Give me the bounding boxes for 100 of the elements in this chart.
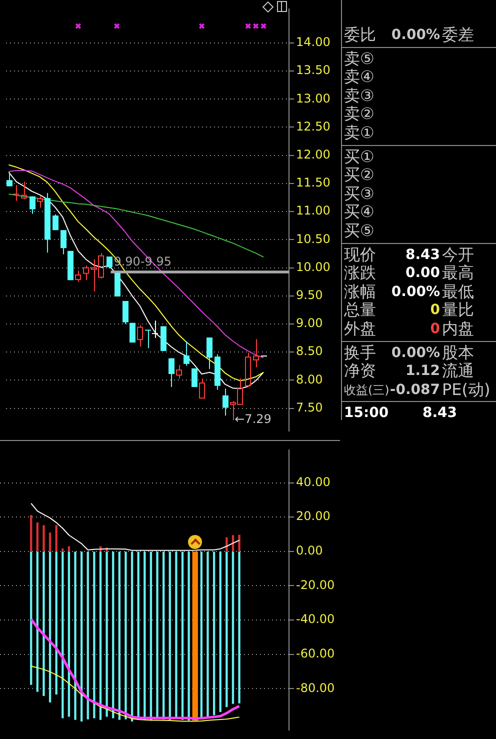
bar (36, 522, 38, 552)
text: 涨跌 (344, 263, 376, 282)
bar (156, 552, 158, 718)
y-tick-label: 9.50 (296, 288, 323, 302)
bar (238, 552, 240, 704)
y-tick-label: 11.50 (296, 176, 330, 190)
candlestick (253, 338, 259, 368)
text: 外盘 (344, 319, 376, 338)
bar (74, 552, 76, 720)
text: 最低 (442, 282, 474, 301)
candlestick (52, 214, 58, 231)
candlestick (6, 172, 12, 187)
candlestick (114, 272, 120, 297)
y-tick-label: 0.00 (296, 544, 323, 558)
bar (212, 552, 216, 716)
text: 8.43 (405, 246, 440, 264)
text: 卖③ (344, 86, 374, 105)
text: 净资 (344, 361, 376, 380)
text: 卖⑤ (344, 48, 374, 68)
candlestick (222, 388, 228, 416)
y-tick-label: 14.00 (296, 35, 330, 50)
candlestick (199, 378, 205, 399)
text: 0 (430, 320, 440, 338)
bar (188, 552, 190, 721)
text: 卖④ (344, 67, 374, 86)
text: 内盘 (442, 319, 474, 338)
text: 总量 (344, 300, 376, 320)
text: 卖② (344, 104, 374, 124)
text: 最高 (442, 263, 474, 282)
y-tick-label: -60.00 (296, 646, 335, 660)
bar (42, 552, 45, 696)
text: 买⑤ (344, 221, 374, 240)
y-tick-label: 12.50 (296, 119, 330, 134)
y-tick-label: 11.00 (296, 204, 330, 218)
candlestick (184, 340, 190, 366)
bar (206, 552, 209, 717)
candlestick (145, 330, 151, 349)
y-tick-label: 9.00 (296, 316, 323, 330)
bar (30, 552, 32, 685)
bar (42, 525, 45, 552)
bar (238, 534, 240, 552)
candlestick (13, 184, 19, 202)
bar (219, 552, 222, 712)
text: 量比 (442, 300, 474, 320)
text: 买④ (344, 202, 374, 222)
bar (162, 552, 165, 720)
text: 委差 (442, 25, 474, 44)
text: 今开 (442, 244, 474, 264)
text: 0.00% (391, 26, 440, 44)
bar (106, 552, 108, 717)
text: 8.43 (422, 404, 457, 422)
bar (232, 552, 234, 704)
bar (48, 552, 52, 702)
bar (124, 552, 127, 720)
text: 0 (430, 301, 440, 320)
y-tick-label: 12.00 (296, 147, 330, 162)
candlestick (192, 368, 198, 388)
y-tick-label: -20.00 (296, 578, 335, 592)
text: 涨幅 (344, 282, 376, 301)
text: 0.00 (405, 264, 440, 282)
text: 买③ (344, 184, 374, 203)
candlestick (30, 196, 36, 214)
text: 现价 (344, 244, 376, 264)
bar (192, 552, 198, 721)
text: 0.00% (391, 282, 440, 301)
bar (226, 552, 228, 708)
text: 1.12 (405, 362, 440, 380)
y-tick-label: 10.50 (296, 232, 330, 246)
candlestick (106, 256, 112, 268)
bar (200, 552, 203, 718)
bar (181, 552, 184, 720)
text: 0.00% (391, 344, 440, 362)
bar (30, 515, 32, 552)
bar (99, 552, 102, 720)
bar (118, 552, 121, 720)
y-tick-label: 8.00 (296, 372, 323, 386)
candlestick (60, 230, 66, 255)
candlestick (21, 181, 27, 200)
y-tick-label: -40.00 (296, 612, 335, 626)
bar (150, 552, 152, 720)
text: 收益(三) (344, 382, 390, 399)
text: PE(动) (442, 380, 490, 399)
text: 买② (344, 165, 374, 184)
bar (168, 552, 171, 720)
bar (144, 552, 146, 720)
bar (48, 532, 52, 552)
annotation: ←7.29 (234, 412, 272, 426)
text: 委比 (344, 25, 376, 44)
y-tick-label: 10.00 (296, 260, 330, 274)
candlestick (152, 320, 158, 339)
bar (55, 525, 58, 552)
text: 买① (344, 146, 374, 166)
text: 换手 (344, 342, 376, 362)
y-tick-label: 20.00 (296, 509, 330, 524)
y-tick-label: 13.50 (296, 63, 330, 78)
candlestick (168, 358, 174, 388)
bar (62, 552, 64, 718)
bar (86, 552, 89, 720)
y-tick-label: 8.50 (296, 344, 323, 358)
y-tick-label: -80.00 (296, 680, 335, 695)
